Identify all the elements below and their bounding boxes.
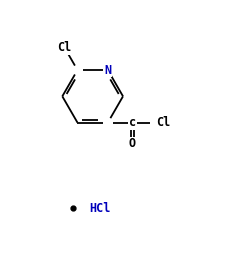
Text: O: O [129, 137, 136, 150]
Text: Cl: Cl [156, 116, 170, 129]
Text: c: c [129, 116, 136, 129]
Text: HCl: HCl [89, 202, 110, 215]
Text: N: N [104, 64, 111, 77]
Text: Cl: Cl [58, 41, 72, 54]
